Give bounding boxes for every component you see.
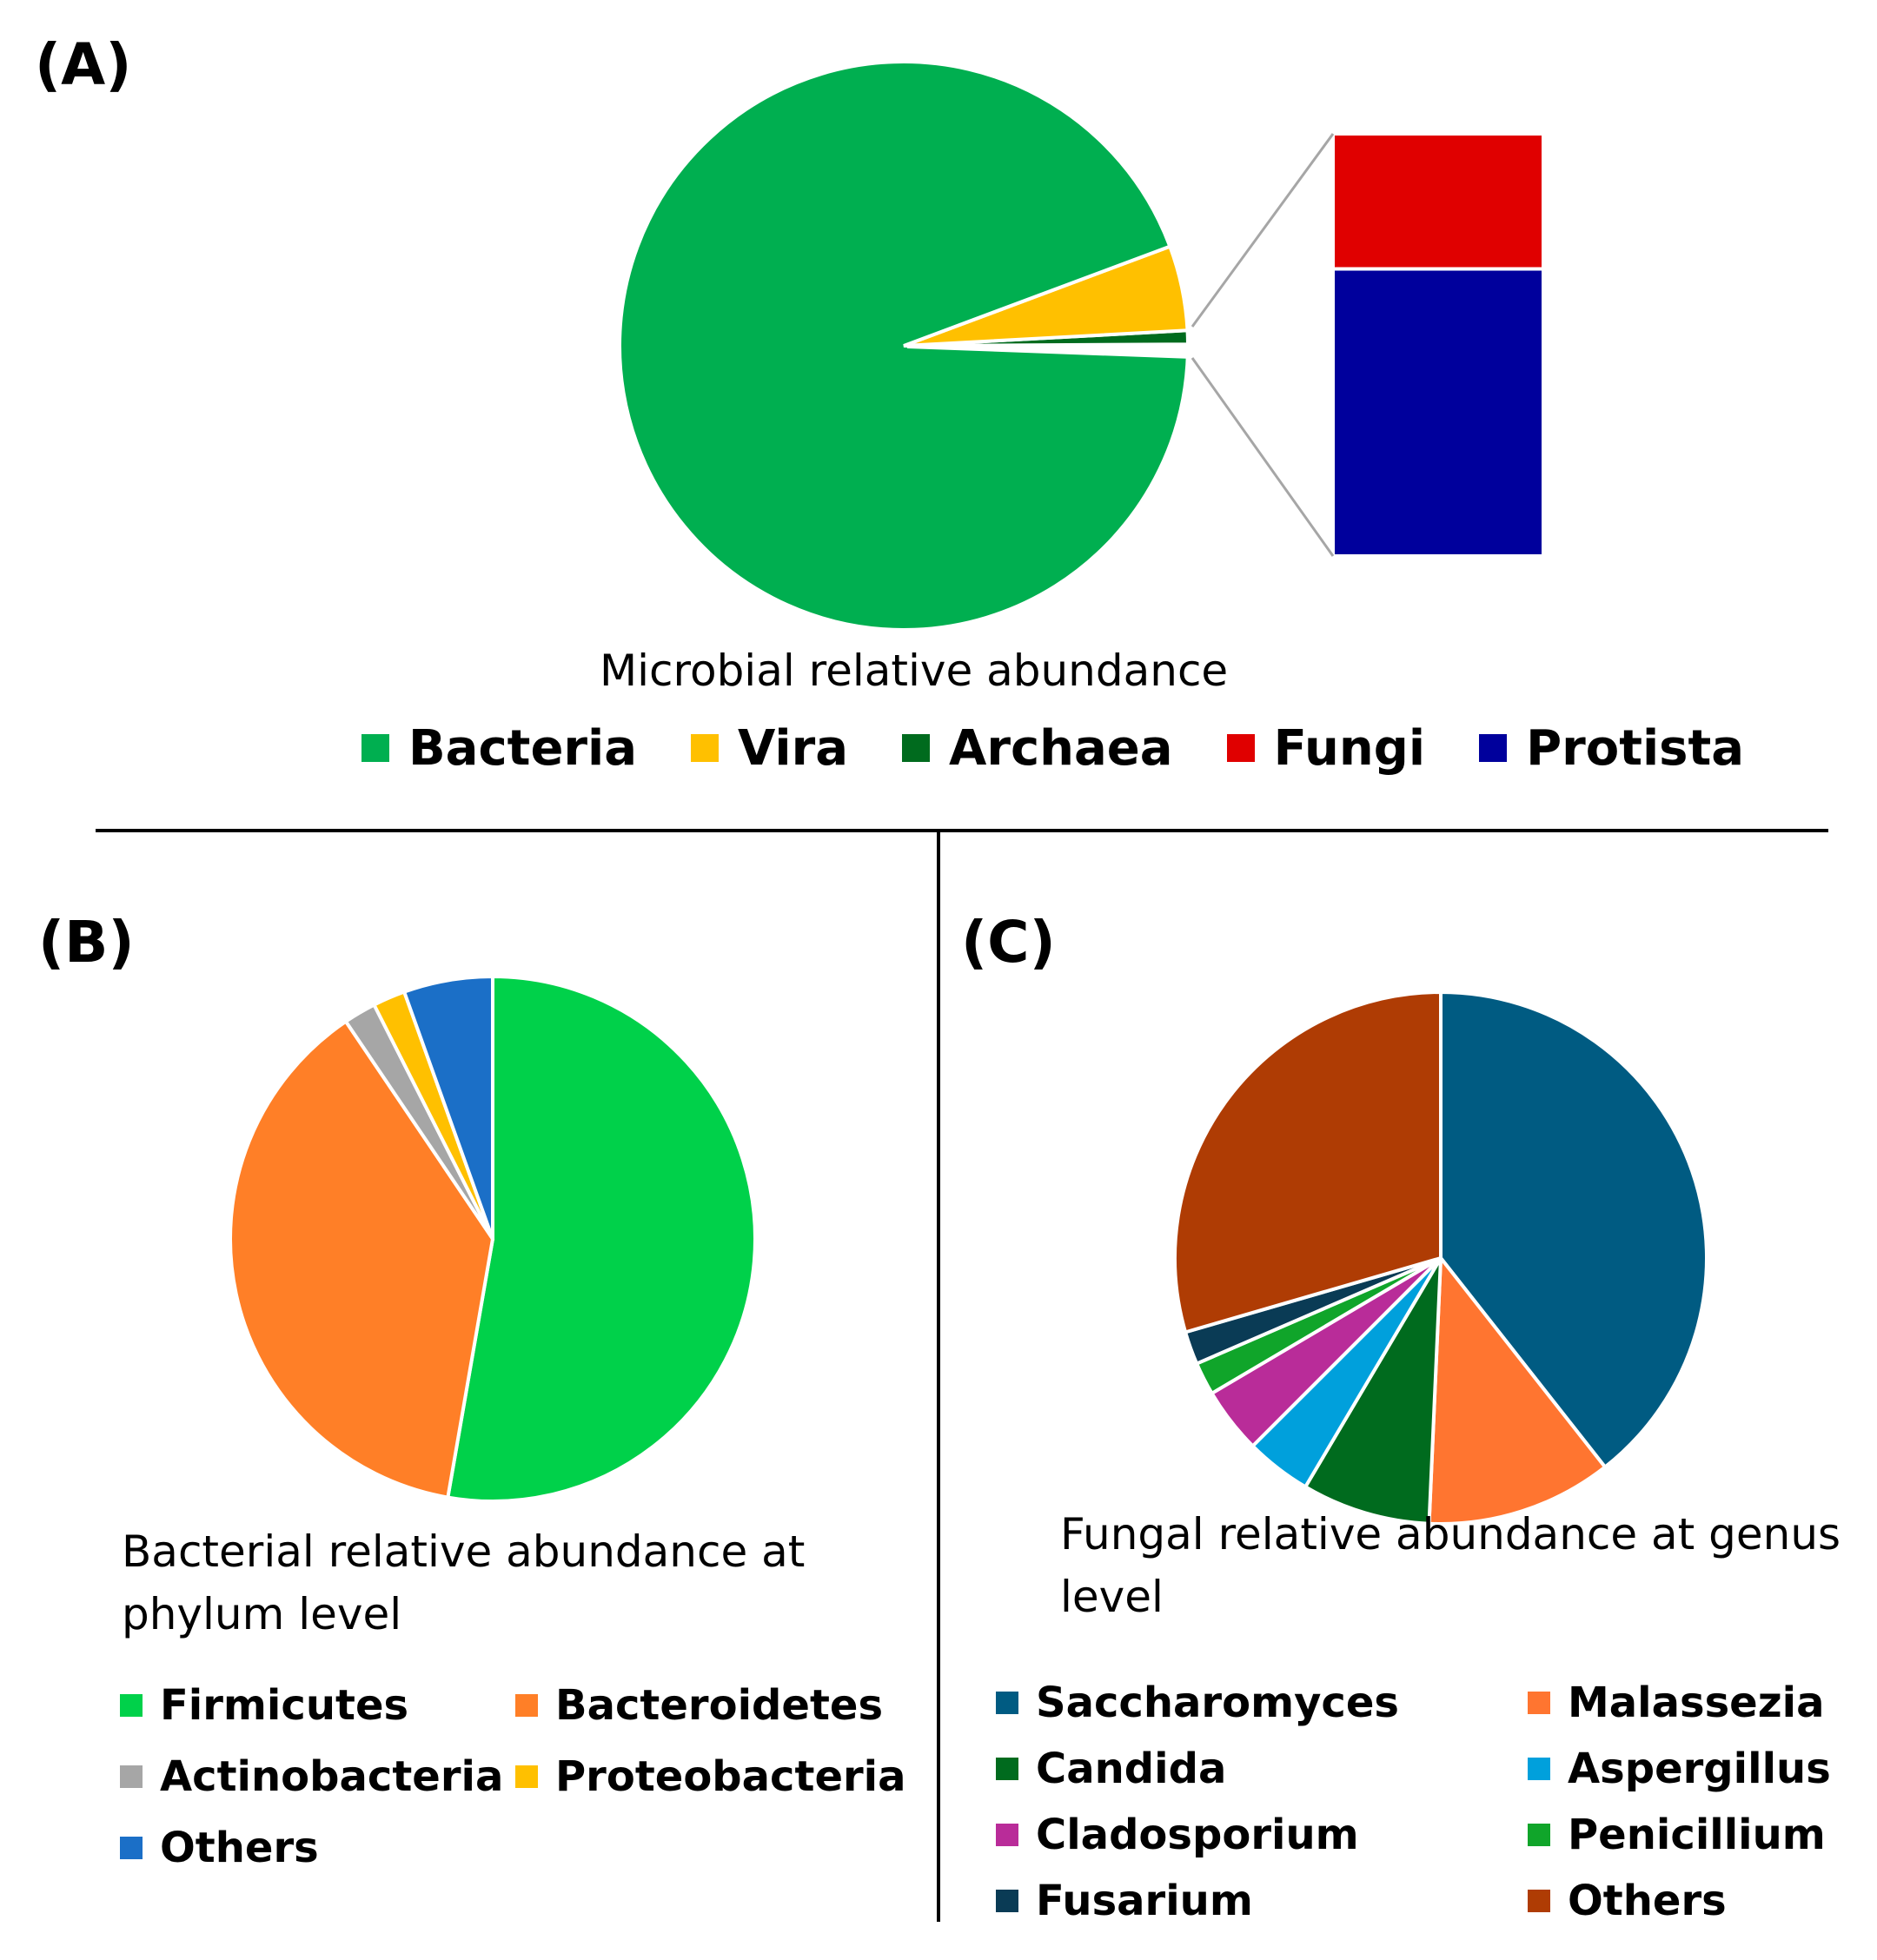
legend-label-archaea: Archaea xyxy=(949,719,1173,777)
legend-swatch-saccharomyces xyxy=(996,1692,1018,1714)
chart-c-title-line: level xyxy=(1060,1572,1164,1622)
legend-label-others: Others xyxy=(160,1824,319,1872)
pie-slice-others xyxy=(1173,990,1443,1334)
legend-item-protista: Protista xyxy=(1479,718,1744,778)
legend-label-bacteria: Bacteria xyxy=(408,719,638,777)
chart-b-title-line: phylum level xyxy=(122,1589,402,1639)
legend-item-bacteroidetes: Bacteroidetes xyxy=(515,1670,902,1741)
pie-slice-others xyxy=(402,975,494,1241)
legend-item-aspergillus: Aspergillus xyxy=(1528,1736,1831,1802)
legend-item-firmicutes: Firmicutes xyxy=(120,1670,515,1741)
legend-item-actinobacteria: Actinobacteria xyxy=(120,1741,515,1812)
vertical-divider xyxy=(937,831,940,1922)
legend-swatch-actinobacteria xyxy=(120,1765,143,1788)
chart-a-title: Microbial relative abundance xyxy=(600,646,1229,696)
chart-b-title: Bacterial relative abundance at phylum l… xyxy=(122,1520,805,1645)
chart-c-title-line: Fungal relative abundance at genus xyxy=(1060,1509,1841,1559)
legend-label-vira: Vira xyxy=(738,719,848,777)
legend-label-saccharomyces: Saccharomyces xyxy=(1036,1679,1399,1727)
legend-swatch-firmicutes xyxy=(120,1694,143,1717)
legend-swatch-protista xyxy=(1479,734,1508,762)
connector-line-top xyxy=(1191,133,1335,328)
legend-item-saccharomyces: Saccharomyces xyxy=(996,1670,1528,1736)
pie-chart-c xyxy=(1173,990,1708,1526)
legend-label-firmicutes: Firmicutes xyxy=(160,1681,409,1730)
legend-label-proteobacteria: Proteobacteria xyxy=(555,1752,906,1801)
legend-swatch-bacteria xyxy=(361,734,389,762)
bar-segment-protista xyxy=(1331,267,1545,558)
legend-item-proteobacteria: Proteobacteria xyxy=(515,1741,906,1812)
legend-label-protista: Protista xyxy=(1526,719,1745,777)
pie-slice-firmicutes xyxy=(446,975,757,1503)
legend-item-vira: Vira xyxy=(691,718,848,778)
legend-label-fungi: Fungi xyxy=(1273,719,1426,777)
legend-label-penicillium: Penicillium xyxy=(1568,1811,1826,1859)
legend-swatch-penicillium xyxy=(1528,1824,1550,1846)
legend-swatch-vira xyxy=(691,734,720,762)
legend-item-candida: Candida xyxy=(996,1736,1528,1802)
legend-item-archaea: Archaea xyxy=(902,718,1173,778)
legend-label-fusarium: Fusarium xyxy=(1036,1877,1253,1925)
legend-swatch-others xyxy=(1528,1890,1550,1912)
pie-slice-malassezia xyxy=(1427,1256,1608,1526)
legend-swatch-others xyxy=(120,1837,143,1859)
pie-slice-candida xyxy=(1303,1256,1443,1526)
legend-swatch-bacteroidetes xyxy=(515,1694,538,1717)
panel-label-a: (A) xyxy=(35,31,132,98)
legend-c: Saccharomyces Malassezia Candida Aspergillu… xyxy=(996,1670,1831,1934)
legend-label-aspergillus: Aspergillus xyxy=(1568,1745,1831,1793)
legend-swatch-archaea xyxy=(902,734,930,762)
legend-label-bacteroidetes: Bacteroidetes xyxy=(555,1681,884,1730)
legend-item-fungi: Fungi xyxy=(1226,718,1426,778)
legend-item-malassezia: Malassezia xyxy=(1528,1670,1830,1736)
legend-label-malassezia: Malassezia xyxy=(1568,1679,1825,1727)
legend-b: Firmicutes Bacteroidetes Actinobacteria Pro… xyxy=(120,1670,906,1884)
legend-item-fusarium: Fusarium xyxy=(996,1868,1528,1934)
legend-item-others: Others xyxy=(1528,1868,1830,1934)
panel-label-c: (C) xyxy=(961,909,1056,976)
chart-c-title: Fungal relative abundance at genus level xyxy=(1060,1503,1841,1628)
legend-swatch-aspergillus xyxy=(1528,1758,1550,1780)
legend-swatch-malassezia xyxy=(1528,1692,1550,1714)
legend-item-bacteria: Bacteria xyxy=(361,718,637,778)
panel-label-b: (B) xyxy=(38,909,135,976)
legend-swatch-fungi xyxy=(1226,734,1255,762)
legend-a: Bacteria Vira Archaea Fungi Protista xyxy=(361,718,1798,778)
legend-swatch-fusarium xyxy=(996,1890,1018,1912)
chart-b-title-line: Bacterial relative abundance at xyxy=(122,1526,806,1577)
pie-slice-saccharomyces xyxy=(1439,990,1708,1469)
legend-label-cladosporium: Cladosporium xyxy=(1036,1811,1359,1859)
pie-slice-fungi-protista-group xyxy=(906,347,1193,360)
legend-item-penicillium: Penicillium xyxy=(1528,1802,1830,1868)
legend-swatch-candida xyxy=(996,1758,1018,1780)
legend-swatch-proteobacteria xyxy=(515,1765,538,1788)
pie-chart-a xyxy=(618,60,1193,632)
bar-segment-fungi xyxy=(1331,132,1545,271)
legend-item-others: Others xyxy=(120,1812,515,1884)
horizontal-divider xyxy=(96,829,1828,832)
connector-line-bottom xyxy=(1191,357,1335,557)
sub-bar-chart-a xyxy=(1191,132,1545,558)
legend-label-candida: Candida xyxy=(1036,1745,1227,1793)
legend-item-cladosporium: Cladosporium xyxy=(996,1802,1528,1868)
pie-slice-bacteroidetes xyxy=(229,1019,494,1500)
pie-slice-bacteria xyxy=(618,60,1190,632)
pie-chart-b xyxy=(229,975,757,1503)
legend-swatch-cladosporium xyxy=(996,1824,1018,1846)
legend-label-actinobacteria: Actinobacteria xyxy=(160,1752,504,1801)
legend-label-others: Others xyxy=(1568,1877,1727,1925)
